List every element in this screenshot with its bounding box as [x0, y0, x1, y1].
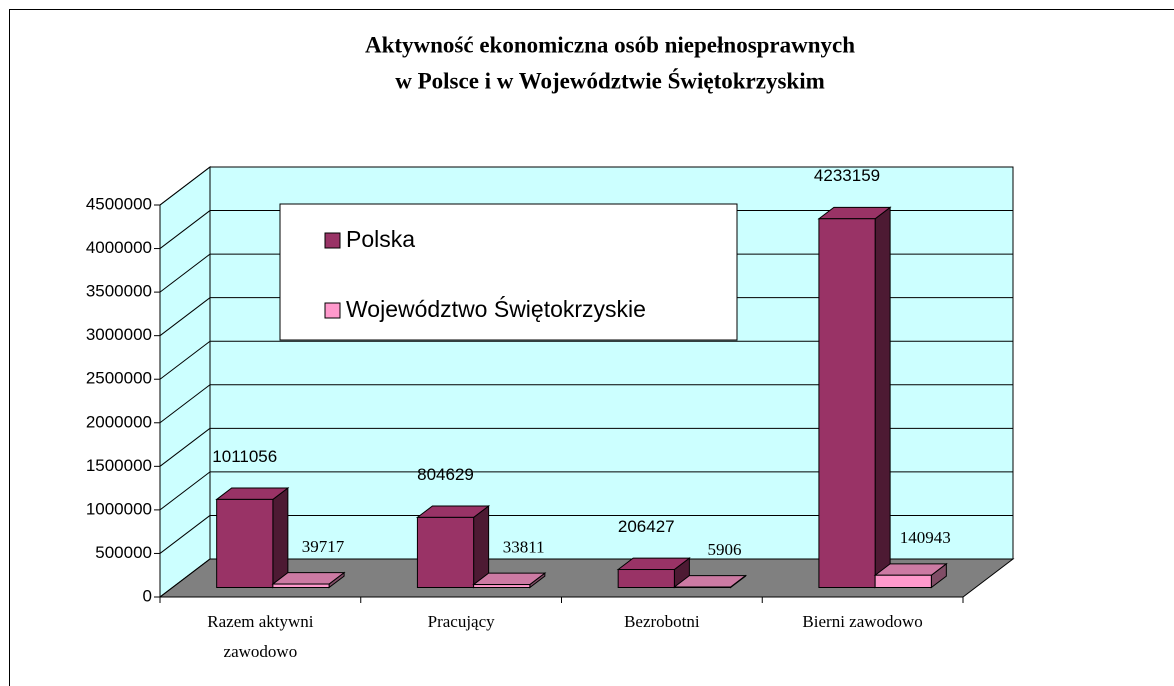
y-tick-label: 1000000: [86, 499, 152, 518]
legend-swatch: [324, 302, 341, 319]
legend-label: Polska: [346, 226, 415, 252]
grid-line: [159, 558, 211, 598]
bar: [271, 571, 346, 589]
bar-front: [473, 584, 531, 589]
side-wall: [159, 165, 211, 599]
bar-side: [272, 487, 289, 589]
data-label: 804629: [417, 465, 474, 484]
y-tick-label: 1500000: [86, 456, 152, 475]
x-tick-label: Razem aktywni zawodowo: [207, 612, 314, 661]
y-tick-label: 2000000: [86, 412, 152, 431]
y-tick-label: 0: [143, 586, 152, 605]
bar-front: [673, 586, 732, 589]
y-tick-label: 3000000: [86, 325, 152, 344]
frame: [9, 9, 1174, 686]
y-tick-label: 4000000: [86, 238, 152, 257]
bar: [672, 574, 748, 589]
legend-label: Województwo Świętokrzyskie: [346, 295, 646, 322]
data-label: 1011056: [212, 447, 277, 466]
data-label: 140943: [900, 528, 951, 547]
bar: [472, 572, 547, 589]
data-label: 33811: [503, 537, 545, 556]
bar: [616, 557, 691, 589]
data-label: 5906: [707, 540, 741, 559]
bar: [873, 562, 948, 589]
legend-swatch: [324, 232, 341, 249]
legend: [279, 203, 738, 341]
bar-front: [216, 498, 274, 588]
grid-line: [159, 253, 211, 293]
x-tick-label: Bierni zawodowo: [802, 612, 923, 631]
chart-title: w Polsce i w Województwie Świętokrzyskim: [395, 67, 825, 93]
x-tick-label: Pracujący: [427, 612, 495, 631]
x-tick-label: Bezrobotni: [624, 612, 700, 631]
grid-line: [159, 515, 211, 554]
y-tick-label: 2500000: [86, 369, 152, 388]
grid-line: [159, 166, 211, 206]
bar-front: [818, 218, 876, 588]
bar: [215, 487, 290, 589]
y-tick-label: 3500000: [86, 282, 152, 301]
y-tick-label: 500000: [95, 543, 152, 562]
grid-line: [159, 297, 211, 337]
grid-line: [159, 210, 211, 249]
grid-line: [159, 340, 211, 380]
bar: [415, 504, 491, 589]
y-tick-label: 4500000: [86, 194, 152, 213]
grid-line: [159, 384, 211, 424]
chart-title: Aktywność ekonomiczna osób niepełnospraw…: [365, 32, 855, 57]
bar-side: [874, 206, 891, 589]
bar-front: [617, 569, 675, 589]
grid-line: [159, 427, 211, 467]
grid-line: [159, 471, 211, 511]
data-label: 39717: [302, 537, 345, 556]
data-label: 206427: [618, 517, 675, 536]
bar-front: [874, 574, 932, 588]
bar: [817, 206, 892, 589]
data-label: 4233159: [814, 166, 880, 185]
bar-front: [272, 583, 330, 589]
bar-front: [416, 516, 475, 589]
